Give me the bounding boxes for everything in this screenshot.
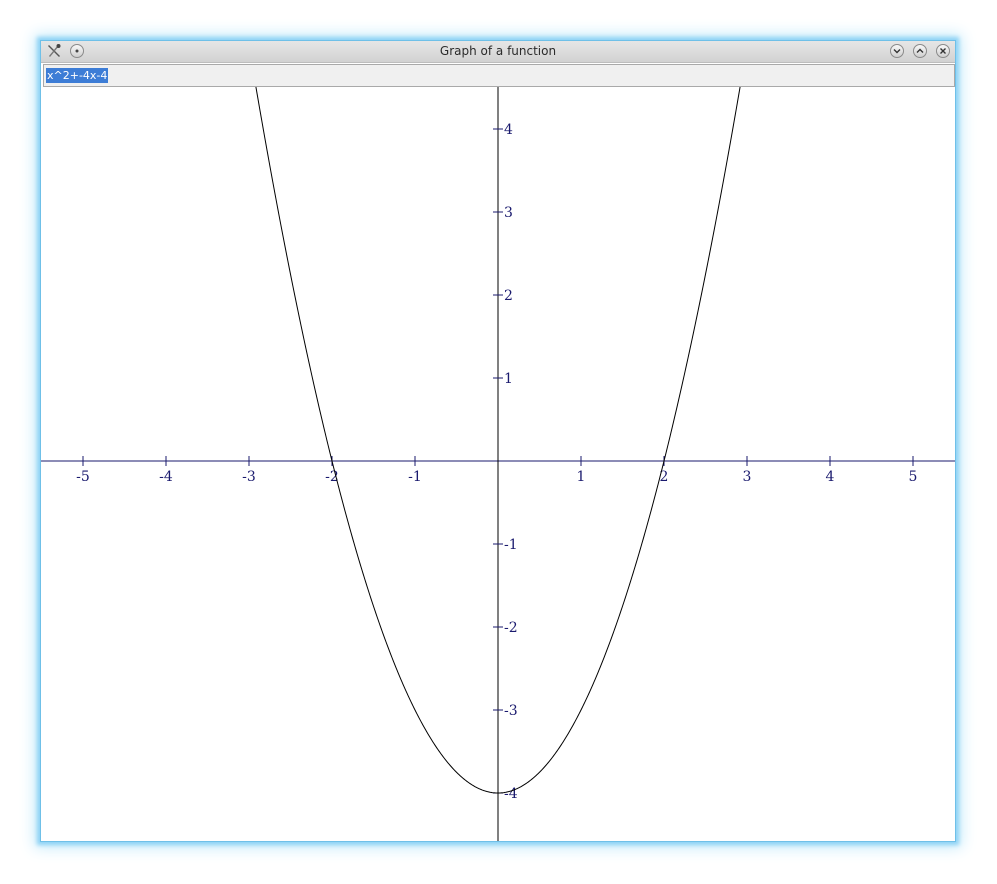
close-icon: [940, 48, 946, 54]
chevron-down-icon: [893, 49, 901, 54]
x-tick-label: -5: [76, 469, 90, 485]
y-tick-label: 4: [504, 122, 513, 138]
y-tick-label: -3: [504, 703, 518, 719]
y-tick-label: 2: [504, 288, 513, 304]
title-bar[interactable]: Graph of a function: [41, 41, 955, 63]
minimize-button[interactable]: [890, 44, 904, 58]
window-title: Graph of a function: [439, 44, 557, 58]
x-tick-label: 1: [577, 469, 586, 485]
x-tick-label: 3: [743, 469, 752, 485]
x-tick-label: 4: [826, 469, 835, 485]
x-tick-label: 5: [909, 469, 918, 485]
dot-icon: [75, 49, 79, 53]
chevron-up-icon: [916, 48, 924, 53]
window-menu-button[interactable]: [70, 44, 84, 58]
x-tick-label: -4: [159, 469, 173, 485]
function-graph[interactable]: -5 -4 -3 -2 -1 1 2 3 4 5 -4 -3 -2 -1 1 2 3 4: [41, 87, 955, 841]
y-tick-label: -1: [504, 537, 518, 553]
function-input-text: x^2+-4x-4: [46, 68, 109, 83]
app-window: Graph of a function x^2+-4x-4 -5 -4 -3 -2 -1…: [40, 40, 956, 842]
close-button[interactable]: [936, 44, 950, 58]
function-curve: [255, 87, 741, 794]
y-tick-label: -4: [504, 786, 518, 802]
tools-icon[interactable]: [46, 43, 62, 59]
y-tick-label: 3: [504, 205, 513, 221]
x-tick-label: 2: [660, 469, 669, 485]
function-input[interactable]: x^2+-4x-4: [43, 64, 955, 87]
y-tick-label: -2: [504, 620, 518, 636]
x-tick-label: -3: [242, 469, 256, 485]
x-tick-label: -1: [408, 469, 422, 485]
maximize-button[interactable]: [913, 44, 927, 58]
y-tick-label: 1: [504, 371, 513, 387]
x-tick-label: -2: [325, 469, 339, 485]
